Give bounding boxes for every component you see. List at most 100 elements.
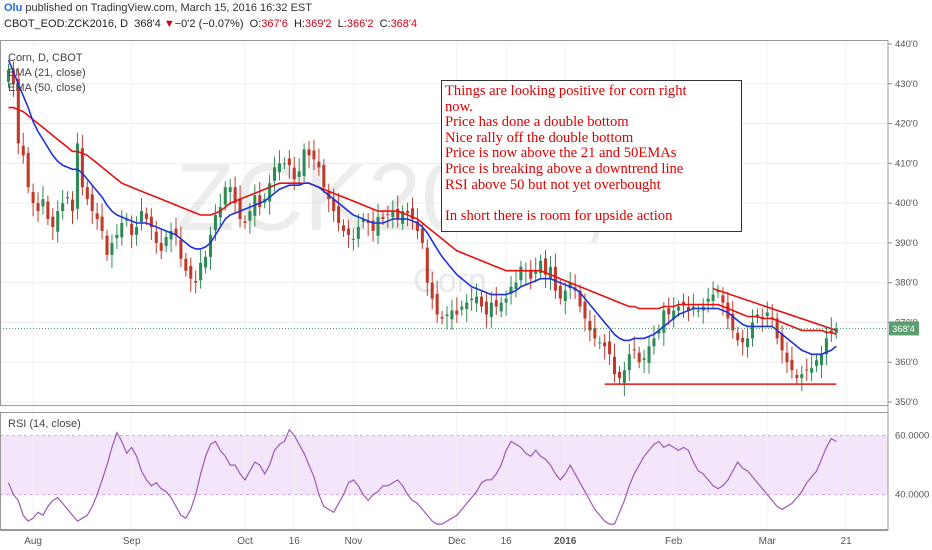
- candle-body[interactable]: [519, 266, 523, 281]
- candle-body[interactable]: [268, 183, 272, 202]
- candle-body[interactable]: [593, 328, 597, 339]
- candle-body[interactable]: [642, 358, 646, 360]
- candle-body[interactable]: [31, 191, 35, 204]
- candle-body[interactable]: [455, 310, 459, 315]
- candle-body[interactable]: [169, 230, 173, 240]
- candle-body[interactable]: [662, 310, 666, 333]
- candle-body[interactable]: [578, 290, 582, 307]
- candle-body[interactable]: [228, 187, 232, 192]
- candle-body[interactable]: [484, 301, 488, 315]
- candle-body[interactable]: [6, 69, 10, 82]
- legend-main[interactable]: Corn, D, CBOT: [8, 52, 83, 64]
- candle-body[interactable]: [568, 282, 572, 289]
- candle-body[interactable]: [824, 338, 828, 355]
- candle-body[interactable]: [56, 211, 60, 232]
- annotation-box[interactable]: Things are looking positive for corn rig…: [441, 80, 742, 232]
- candle-body[interactable]: [11, 69, 15, 84]
- legend-ema50[interactable]: EMA (50, close): [8, 82, 86, 94]
- candle-body[interactable]: [66, 197, 70, 199]
- candle-body[interactable]: [632, 349, 636, 351]
- candle-body[interactable]: [780, 333, 784, 351]
- candle-body[interactable]: [746, 338, 750, 348]
- candle-body[interactable]: [139, 211, 144, 223]
- candle-body[interactable]: [297, 171, 301, 177]
- candle-body[interactable]: [386, 214, 390, 216]
- candle-body[interactable]: [691, 306, 695, 309]
- candle-body[interactable]: [144, 213, 148, 220]
- candle-body[interactable]: [479, 296, 484, 307]
- candle-body[interactable]: [613, 356, 617, 375]
- author-name[interactable]: Olu: [4, 2, 23, 14]
- candle-body[interactable]: [238, 198, 242, 220]
- candle-body[interactable]: [790, 359, 794, 371]
- candle-body[interactable]: [287, 158, 291, 166]
- candle-body[interactable]: [80, 148, 84, 188]
- candle-body[interactable]: [617, 371, 621, 379]
- candle-body[interactable]: [381, 217, 385, 220]
- candle-body[interactable]: [514, 282, 518, 290]
- candle-body[interactable]: [731, 313, 735, 331]
- candle-body[interactable]: [189, 265, 193, 279]
- candle-body[interactable]: [26, 152, 30, 188]
- trendline-downtrend[interactable]: [712, 287, 837, 332]
- candle-body[interactable]: [199, 262, 203, 281]
- candle-body[interactable]: [475, 296, 479, 304]
- candle-body[interactable]: [174, 228, 178, 235]
- candle-body[interactable]: [332, 199, 336, 212]
- candle-body[interactable]: [657, 330, 661, 334]
- candle-body[interactable]: [815, 360, 819, 366]
- candle-body[interactable]: [598, 342, 602, 344]
- candle-body[interactable]: [721, 295, 725, 303]
- candle-body[interactable]: [154, 231, 158, 243]
- candle-body[interactable]: [41, 199, 45, 207]
- candle-body[interactable]: [312, 150, 316, 160]
- candle-body[interactable]: [647, 346, 651, 364]
- candle-body[interactable]: [95, 213, 99, 220]
- candle-body[interactable]: [553, 266, 557, 291]
- candle-body[interactable]: [258, 195, 262, 208]
- candle-body[interactable]: [391, 211, 395, 218]
- candle-body[interactable]: [672, 310, 676, 320]
- candle-body[interactable]: [410, 208, 415, 220]
- candle-body[interactable]: [445, 314, 449, 317]
- candle-body[interactable]: [346, 228, 350, 235]
- candle-body[interactable]: [337, 206, 341, 223]
- candle-body[interactable]: [401, 211, 405, 224]
- rsi-line[interactable]: [7, 428, 837, 525]
- candle-body[interactable]: [415, 221, 419, 231]
- candle-body[interactable]: [465, 302, 469, 309]
- legend-rsi[interactable]: RSI (14, close): [8, 418, 81, 430]
- candle-body[interactable]: [105, 235, 109, 255]
- candle-body[interactable]: [470, 298, 474, 301]
- candle-body[interactable]: [376, 217, 380, 236]
- candle-body[interactable]: [819, 354, 824, 366]
- candle-body[interactable]: [21, 145, 25, 156]
- candle-body[interactable]: [406, 211, 410, 214]
- candle-body[interactable]: [548, 266, 553, 280]
- candle-body[interactable]: [115, 234, 119, 239]
- candle-body[interactable]: [218, 207, 222, 218]
- ema50-line[interactable]: [8, 106, 837, 336]
- candle-body[interactable]: [243, 221, 247, 223]
- candle-body[interactable]: [622, 370, 626, 383]
- candle-body[interactable]: [208, 234, 213, 257]
- candle-body[interactable]: [425, 247, 429, 283]
- candle-body[interactable]: [800, 374, 804, 379]
- candle-body[interactable]: [302, 149, 306, 177]
- candle-body[interactable]: [282, 163, 286, 165]
- candle-body[interactable]: [450, 310, 454, 320]
- candle-body[interactable]: [681, 301, 686, 305]
- candle-body[interactable]: [529, 270, 533, 279]
- candle-body[interactable]: [534, 270, 538, 274]
- candle-body[interactable]: [716, 290, 720, 293]
- candle-body[interactable]: [795, 374, 799, 379]
- candle-body[interactable]: [499, 302, 503, 312]
- candle-body[interactable]: [317, 161, 321, 168]
- candle-body[interactable]: [834, 328, 838, 333]
- candle-body[interactable]: [164, 236, 168, 247]
- candle-body[interactable]: [351, 238, 355, 240]
- candle-body[interactable]: [179, 239, 183, 259]
- candle-body[interactable]: [765, 312, 769, 317]
- candle-body[interactable]: [194, 281, 198, 283]
- candle-body[interactable]: [489, 302, 493, 317]
